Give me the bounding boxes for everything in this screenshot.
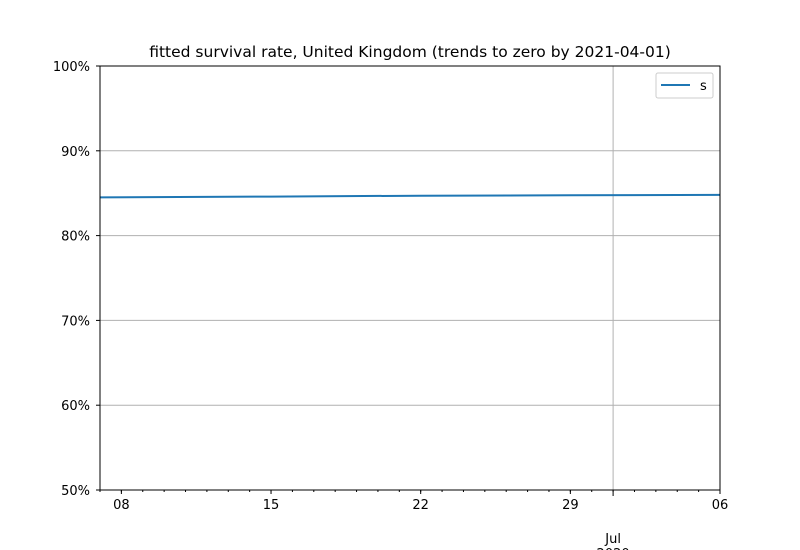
y-tick-label: 100% xyxy=(53,60,90,75)
y-tick-label: 70% xyxy=(61,314,90,329)
y-tick-label: 50% xyxy=(61,484,90,499)
x-tick-label: 06 xyxy=(712,498,729,513)
x-tick-label: 08 xyxy=(113,498,130,513)
gridlines xyxy=(100,66,720,490)
y-tick-label: 80% xyxy=(61,230,90,245)
legend-label-s: s xyxy=(700,79,707,94)
x-major-tick-label: Jul xyxy=(604,532,621,547)
plot-area-frame xyxy=(100,66,720,490)
x-tick-label: 22 xyxy=(412,498,429,513)
y-tick-label: 60% xyxy=(61,399,90,414)
series-line-s xyxy=(100,195,720,198)
y-tick-label: 90% xyxy=(61,145,90,160)
chart-title: fitted survival rate, United Kingdom (tr… xyxy=(149,43,671,61)
legend: s xyxy=(656,73,713,98)
axis-ticks: 50%60%70%80%90%100%0815222906Jul2020 xyxy=(53,60,728,550)
series-layer xyxy=(100,195,720,198)
x-tick-label: 15 xyxy=(263,498,280,513)
x-tick-label: 29 xyxy=(562,498,579,513)
